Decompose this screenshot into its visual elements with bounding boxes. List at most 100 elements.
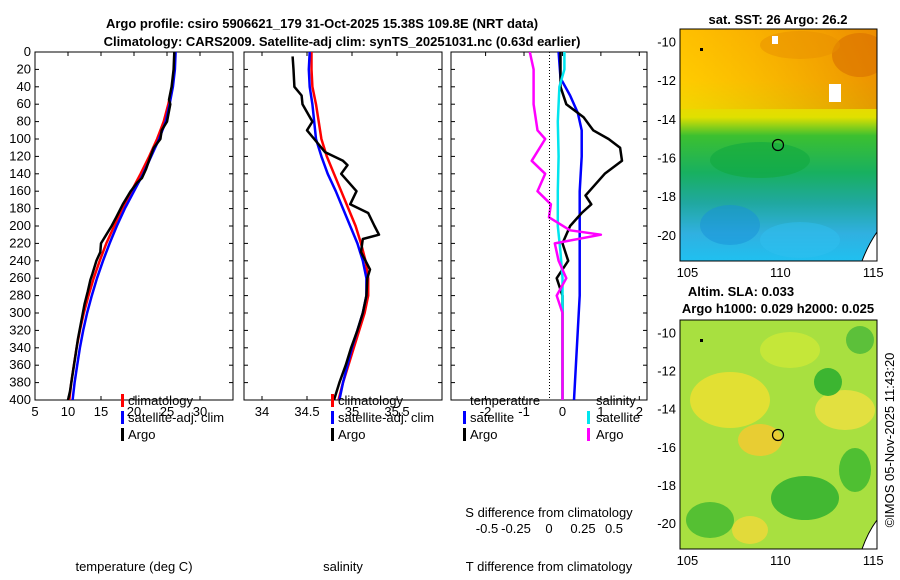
y-tick-label: 80 bbox=[17, 114, 31, 129]
y-tick-label: 160 bbox=[9, 183, 31, 198]
series-line-satellite-adj-clim bbox=[307, 52, 368, 400]
top-x-tick-label: 0 bbox=[545, 521, 552, 536]
map-y-tick-label: -18 bbox=[657, 478, 676, 493]
top-x-tick-label: -0.5 bbox=[476, 521, 498, 536]
legend-heading-salinity: salinity bbox=[596, 393, 636, 408]
y-tick-label: 300 bbox=[9, 305, 31, 320]
legend-swatch-argo bbox=[121, 428, 124, 441]
salinity-axes bbox=[243, 51, 443, 401]
series-line-argo bbox=[291, 56, 381, 400]
salinity-profile-lines bbox=[291, 52, 381, 400]
map-y-tick-label: -20 bbox=[657, 516, 676, 531]
profile-series bbox=[66, 52, 624, 400]
x-tick-label: 30 bbox=[193, 404, 207, 419]
legend-swatch-climatology bbox=[331, 394, 334, 407]
map-x-tick-label: 110 bbox=[770, 553, 791, 568]
legend-swatch-argo bbox=[331, 428, 334, 441]
sst-map-frame bbox=[679, 28, 878, 262]
x-tick-label: 10 bbox=[61, 404, 75, 419]
series-line-climatology bbox=[68, 52, 177, 400]
sla-map-title: Altim. SLA: 0.033 bbox=[688, 284, 794, 299]
difference-top-xlabel: S difference from climatology bbox=[465, 505, 633, 520]
map-x-tick-label: 105 bbox=[677, 265, 699, 280]
x-tick-label: 34.5 bbox=[294, 404, 319, 419]
map-y-tick-label: -12 bbox=[657, 364, 676, 379]
x-tick-label: 15 bbox=[94, 404, 108, 419]
y-tick-label: 220 bbox=[9, 235, 31, 250]
sla-map-subtitle: Argo h1000: 0.029 h2000: 0.025 bbox=[682, 301, 874, 316]
x-tick-label: 35.5 bbox=[384, 404, 409, 419]
figure-title-line1: Argo profile: csiro 5906621_179 31-Oct-2… bbox=[106, 16, 538, 31]
salinity-xlabel: salinity bbox=[323, 559, 363, 574]
legend-label-satellite: satellite-adj. clim bbox=[128, 410, 224, 425]
temperature-legend: climatology satellite-adj. clim Argo bbox=[121, 393, 224, 442]
y-tick-label: 260 bbox=[9, 270, 31, 285]
difference-legend: temperature satellite Argo salinity sate… bbox=[463, 393, 640, 442]
map-y-tick-label: -10 bbox=[657, 325, 676, 340]
series-line-climatology bbox=[310, 52, 370, 400]
map-y-tick-label: -14 bbox=[657, 112, 676, 127]
map-x-tick-label: 105 bbox=[677, 553, 699, 568]
x-tick-label: 20 bbox=[127, 404, 141, 419]
map-x-tick-label: 115 bbox=[863, 553, 884, 568]
top-x-tick-label: 0.25 bbox=[570, 521, 595, 536]
map-y-tick-label: -12 bbox=[657, 73, 676, 88]
x-tick-label: 5 bbox=[31, 404, 38, 419]
map-y-tick-label: -16 bbox=[657, 151, 676, 166]
map-y-tick-label: -18 bbox=[657, 189, 676, 204]
map-x-tick-label: 110 bbox=[770, 265, 791, 280]
x-tick-label: 34 bbox=[255, 404, 269, 419]
y-tick-label: 0 bbox=[24, 44, 31, 59]
legend-swatch-t-argo bbox=[463, 428, 466, 441]
x-tick-label: 0 bbox=[559, 404, 566, 419]
legend-label-climatology: climatology bbox=[128, 393, 194, 408]
y-tick-label: 400 bbox=[9, 392, 31, 407]
legend-swatch-s-argo bbox=[587, 428, 590, 441]
y-tick-label: 60 bbox=[17, 96, 31, 111]
salinity-legend: climatology satellite-adj. clim Argo bbox=[331, 393, 434, 442]
legend-label-climatology: climatology bbox=[338, 393, 404, 408]
legend-heading-temperature: temperature bbox=[470, 393, 540, 408]
map-y-tick-label: -14 bbox=[657, 402, 676, 417]
sla-argo-marker bbox=[771, 428, 785, 442]
y-tick-label: 140 bbox=[9, 166, 31, 181]
legend-swatch-satellite bbox=[331, 411, 334, 424]
legend-label-t-argo: Argo bbox=[470, 427, 497, 442]
sst-map-title: sat. SST: 26 Argo: 26.2 bbox=[709, 12, 848, 27]
legend-label-satellite: satellite-adj. clim bbox=[338, 410, 434, 425]
map-y-tick-label: -10 bbox=[657, 35, 676, 50]
sla-map-frame bbox=[679, 319, 878, 550]
map-y-tick-label: -20 bbox=[657, 228, 676, 243]
sst-argo-marker bbox=[771, 138, 785, 152]
series-line-temperature-satellite bbox=[557, 52, 583, 400]
y-tick-label: 340 bbox=[9, 340, 31, 355]
map-y-tick-label: -16 bbox=[657, 440, 676, 455]
x-tick-label: 2 bbox=[636, 404, 643, 419]
y-tick-label: 100 bbox=[9, 131, 31, 146]
map-x-tick-label: 115 bbox=[863, 265, 884, 280]
axis-ticks: 5 10 15 20 25 3002040608010012014016018020022… bbox=[9, 35, 883, 568]
y-tick-label: 360 bbox=[9, 357, 31, 372]
difference-xlabel: T difference from climatology bbox=[466, 559, 633, 574]
x-tick-label: -1 bbox=[518, 404, 530, 419]
x-tick-label: 35 bbox=[345, 404, 359, 419]
imos-credit: ©IMOS 05-Nov-2025 11:43:20 bbox=[882, 353, 897, 528]
legend-label-t-satellite: satellite bbox=[470, 410, 514, 425]
temperature-xlabel: temperature (deg C) bbox=[75, 559, 192, 574]
temperature-profile-lines bbox=[66, 52, 177, 400]
x-tick-label: 25 bbox=[160, 404, 174, 419]
sst-heatmap bbox=[680, 29, 877, 261]
y-tick-label: 200 bbox=[9, 218, 31, 233]
legend-label-argo: Argo bbox=[128, 427, 155, 442]
legend-swatch-t-satellite bbox=[463, 411, 466, 424]
legend-swatch-satellite bbox=[121, 411, 124, 424]
x-tick-label: 1 bbox=[597, 404, 604, 419]
legend-label-argo: Argo bbox=[338, 427, 365, 442]
y-tick-label: 20 bbox=[17, 61, 31, 76]
temperature-axes bbox=[34, 51, 234, 401]
sla-heatmap bbox=[680, 320, 877, 549]
legend-swatch-s-satellite bbox=[587, 411, 590, 424]
y-tick-label: 240 bbox=[9, 253, 31, 268]
figure-title-line2: Climatology: CARS2009. Satellite-adj cli… bbox=[104, 34, 581, 49]
